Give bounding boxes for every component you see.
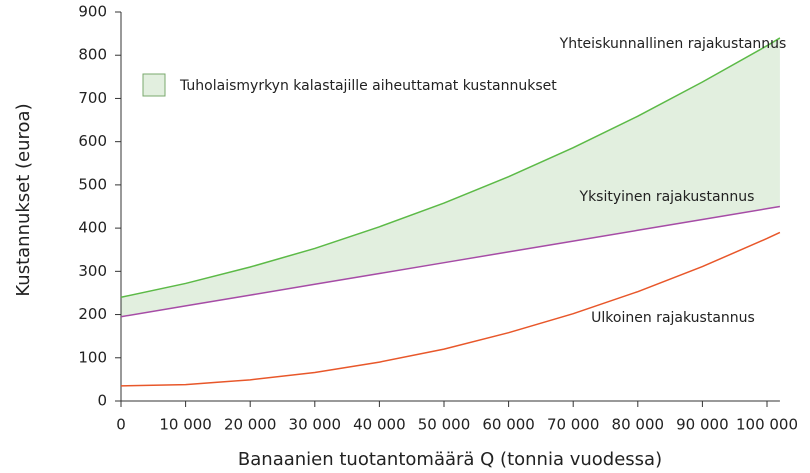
x-tick-label: 100 000 bbox=[736, 416, 798, 434]
line-label: Ulkoinen rajakustannus bbox=[591, 310, 755, 326]
x-tick-label: 60 000 bbox=[482, 416, 535, 434]
y-tick-label: 900 bbox=[78, 3, 107, 21]
y-tick-label: 200 bbox=[78, 305, 107, 323]
line bbox=[120, 231, 781, 387]
y-axis-title: Kustannukset (euroa) bbox=[13, 103, 34, 296]
x-tick-label: 90 000 bbox=[676, 416, 729, 434]
x-tick-label: 70 000 bbox=[547, 416, 600, 434]
line-label: Yhteiskunnallinen rajakustannus bbox=[559, 36, 787, 52]
x-axis-title: Banaanien tuotantomäärä Q (tonnia vuodes… bbox=[238, 449, 662, 470]
y-tick-label: 700 bbox=[78, 89, 107, 107]
line bbox=[120, 205, 781, 318]
x-tick-label: 10 000 bbox=[159, 416, 212, 434]
line bbox=[120, 37, 781, 299]
legend-label: Tuholaismyrkyn kalastajille aiheuttamat … bbox=[179, 78, 557, 94]
y-tick-label: 100 bbox=[78, 348, 107, 366]
x-tick-label: 30 000 bbox=[289, 416, 342, 434]
y-tick-label: 600 bbox=[78, 132, 107, 150]
x-tick-label: 20 000 bbox=[224, 416, 277, 434]
legend-swatch bbox=[142, 73, 166, 97]
y-tick-label: 400 bbox=[78, 219, 107, 237]
x-tick-label: 80 000 bbox=[612, 416, 665, 434]
line-label: Yksityinen rajakustannus bbox=[579, 189, 755, 205]
x-tick-label: 40 000 bbox=[353, 416, 406, 434]
y-tick-label: 0 bbox=[97, 392, 107, 410]
y-tick-label: 500 bbox=[78, 175, 107, 193]
y-tick-label: 300 bbox=[78, 262, 107, 280]
y-tick-label: 800 bbox=[78, 46, 107, 64]
x-tick-label: 0 bbox=[116, 416, 126, 434]
x-tick-label: 50 000 bbox=[418, 416, 471, 434]
